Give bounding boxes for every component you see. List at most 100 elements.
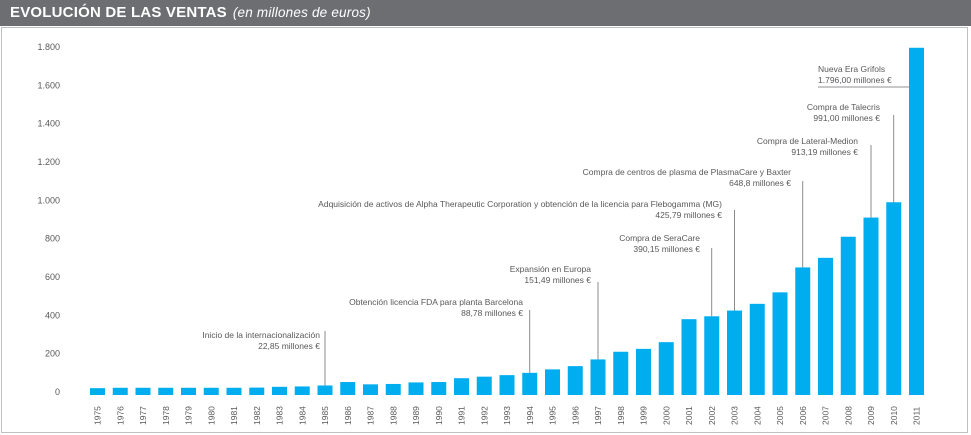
x-tick-label: 1991	[457, 406, 467, 425]
chart-frame	[1, 27, 968, 433]
annotation-label: Expansión en Europa	[510, 264, 592, 274]
x-tick-label: 1995	[548, 406, 558, 425]
x-tick-label: 1996	[570, 406, 580, 425]
x-tick-label: 1978	[161, 406, 171, 425]
annotation-value: 390,15 millones €	[633, 244, 700, 254]
bar	[135, 387, 151, 395]
x-tick-label: 1981	[229, 406, 239, 425]
x-tick-label: 2007	[821, 406, 831, 425]
x-tick-label: 1983	[275, 406, 285, 425]
annotation-label: Inicio de la internacionalización	[202, 330, 320, 340]
chart-header: EVOLUCIÓN DE LAS VENTAS (en millones de e…	[0, 0, 971, 26]
bar	[499, 375, 515, 395]
x-tick-label: 2002	[707, 406, 717, 425]
bar	[840, 236, 856, 395]
annotation-label: Obtención licencia FDA para planta Barce…	[349, 297, 523, 307]
bar	[249, 387, 265, 395]
x-tick-label: 2005	[775, 406, 785, 425]
bar	[272, 386, 287, 395]
y-tick-label: 1.400	[37, 119, 60, 129]
bar	[704, 316, 720, 395]
x-tick-label: 1977	[138, 406, 148, 425]
bar	[454, 378, 469, 395]
x-tick-label: 1985	[320, 406, 330, 425]
annotation-value: 22,85 millones €	[258, 341, 320, 351]
bar	[317, 385, 333, 395]
chart-subtitle: (en millones de euros)	[232, 5, 371, 20]
x-tick-label: 1980	[206, 406, 216, 425]
bar	[863, 217, 879, 395]
bar	[431, 382, 447, 395]
bar	[818, 257, 833, 395]
y-tick-label: 1.200	[37, 157, 60, 167]
x-tick-label: 1997	[593, 406, 603, 425]
x-tick-label: 1982	[252, 406, 262, 425]
annotation-label: Compra de Lateral-Medion	[757, 136, 858, 146]
y-tick-label: 0	[55, 387, 60, 397]
x-tick-label: 2006	[798, 406, 808, 425]
x-tick-label: 1976	[115, 406, 125, 425]
x-tick-label: 2003	[730, 406, 740, 425]
bar	[681, 319, 697, 395]
bar	[749, 303, 765, 395]
bar	[590, 359, 606, 395]
bar	[636, 348, 651, 395]
x-tick-label: 2010	[889, 406, 899, 425]
y-tick-label: 1.000	[37, 195, 60, 205]
annotation-label: Compra de SeraCare	[619, 233, 700, 243]
x-tick-label: 1993	[502, 406, 512, 425]
annotation-label: Adquisición de activos de Alpha Therapeu…	[318, 199, 722, 209]
x-tick-label: 2000	[661, 406, 671, 425]
bar	[613, 351, 629, 395]
annotation-value: 1.796,00 millones €	[818, 75, 892, 85]
bar	[567, 366, 583, 395]
x-tick-label: 2001	[684, 406, 694, 425]
bar	[658, 342, 674, 395]
bar	[545, 369, 560, 395]
x-tick-label: 2009	[866, 406, 876, 425]
y-tick-label: 400	[45, 310, 60, 320]
x-tick-label: 2004	[752, 406, 762, 425]
x-tick-label: 1975	[93, 406, 103, 425]
annotation-value: 88,78 millones €	[461, 308, 523, 318]
annotation-value: 991,00 millones €	[813, 113, 880, 123]
bar	[886, 202, 902, 395]
x-tick-label: 1998	[616, 406, 626, 425]
annotation-label: Nueva Era Grifols	[818, 64, 885, 74]
bar	[112, 387, 128, 395]
bar	[385, 383, 401, 395]
bar	[772, 292, 788, 395]
bar	[158, 387, 174, 395]
x-tick-label: 1990	[434, 406, 444, 425]
x-tick-label: 1989	[411, 406, 421, 425]
bar	[909, 47, 924, 396]
annotation-value: 425,79 millones €	[655, 210, 722, 220]
x-tick-label: 1994	[525, 406, 535, 425]
annotation-value: 913,19 millones €	[791, 147, 858, 157]
y-tick-label: 1.600	[37, 80, 60, 90]
x-tick-label: 1984	[297, 406, 307, 425]
bar	[294, 386, 310, 395]
x-tick-label: 1986	[343, 406, 353, 425]
y-tick-label: 600	[45, 272, 60, 282]
bar	[476, 376, 492, 395]
bar	[408, 382, 424, 395]
x-tick-label: 1992	[479, 406, 489, 425]
bar	[203, 387, 219, 395]
x-tick-label: 2011	[912, 406, 922, 425]
x-tick-label: 1988	[388, 406, 398, 425]
bar	[363, 384, 378, 395]
y-tick-label: 800	[45, 234, 60, 244]
annotation-label: Compra de centros de plasma de PlasmaCar…	[583, 167, 792, 177]
x-tick-label: 1999	[639, 406, 649, 425]
annotation-label: Compra de Talecris	[807, 102, 880, 112]
y-tick-label: 1.800	[37, 42, 60, 52]
bar	[340, 382, 356, 395]
x-tick-label: 1979	[184, 406, 194, 425]
annotation-value: 151,49 millones €	[524, 275, 591, 285]
y-tick-label: 200	[45, 349, 60, 359]
bar	[522, 372, 538, 395]
chart-title-block: EVOLUCIÓN DE LAS VENTAS (en millones de e…	[10, 4, 371, 21]
chart-title: EVOLUCIÓN DE LAS VENTAS	[10, 4, 227, 21]
